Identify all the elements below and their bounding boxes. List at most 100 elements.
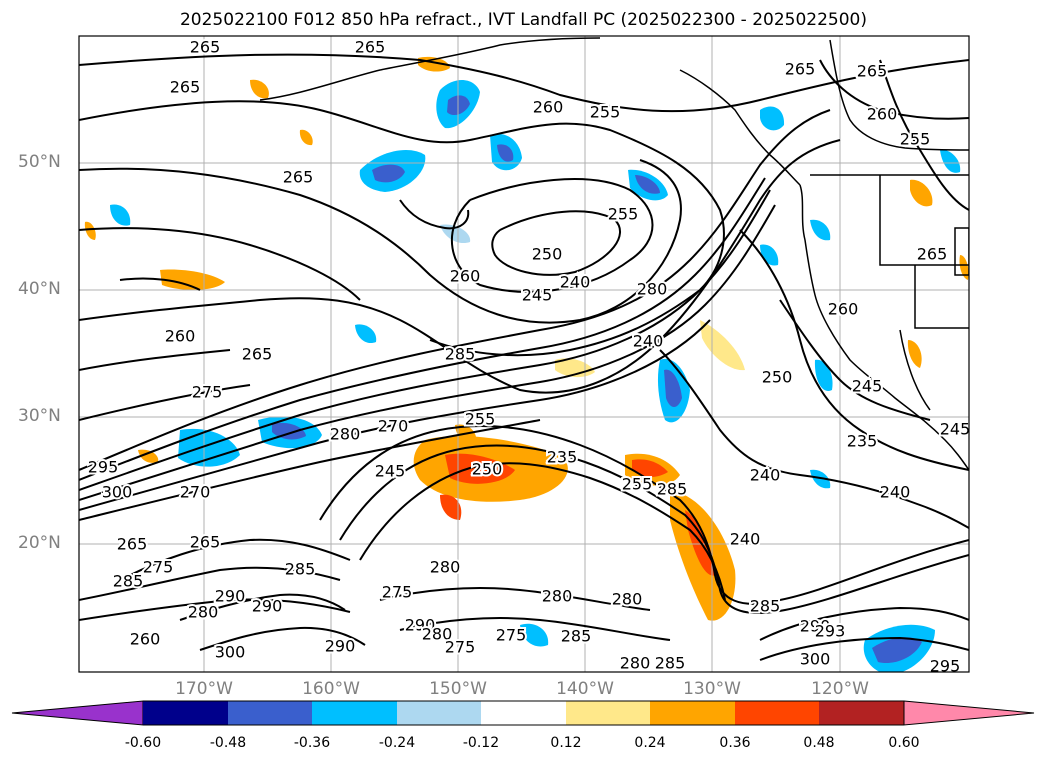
colorbar-tick-label: 0.48 [803,735,835,751]
contour-label: 255 [465,410,496,429]
contour-label: 280 [620,654,651,673]
contour-label: 235 [547,448,578,467]
contour-label: 265 [917,245,948,264]
contour-label: 290 [252,597,283,616]
contour-label: 250 [472,460,503,479]
contour-label: 240 [750,466,781,485]
contour-label: 240 [560,273,591,292]
colorbar-extend-low [11,700,144,726]
contour-label: 250 [762,368,793,387]
colorbar-bin [312,701,397,725]
contour-label: 285 [657,480,688,499]
colorbar-tick-label: -0.60 [124,735,162,751]
contour-label: 265 [190,533,221,552]
contour-label: 290 [215,587,246,606]
colorbar-tick-label: -0.12 [462,735,500,751]
contour-label: 260 [828,300,859,319]
lat-label-30n: 30°N [18,406,61,426]
colorbar-tick-label: 0.36 [719,735,751,751]
lon-label-160w: 160°W [302,679,360,699]
contour-label: 255 [622,475,653,494]
figure-title: 2025022100 F012 850 hPa refract., IVT La… [179,10,867,30]
contour-label: 290 [325,637,356,656]
contour-label: 255 [590,103,621,122]
contour-label: 300 [800,650,831,669]
colorbar-tick-label: -0.36 [293,735,331,751]
colorbar-bin [143,701,228,725]
contour-label: 260 [450,267,481,286]
contour-label: 245 [940,420,971,439]
colorbar-tick-label: -0.24 [378,735,416,751]
contour-label: 240 [633,332,664,351]
contour-lines [79,53,969,661]
contour-label: 240 [730,530,761,549]
colorbar-bin [819,701,904,725]
lat-label-50n: 50°N [18,152,61,172]
contour-label: 280 [188,603,219,622]
contour-label: 265 [355,38,386,57]
contour-label: 280 [422,625,453,644]
contour-label: 275 [143,558,174,577]
contour-label: 265 [242,345,273,364]
contour-label: 245 [522,286,553,305]
contour-label: 265 [117,535,148,554]
colorbar-bin [566,701,650,725]
contour-label: 270 [180,483,211,502]
lat-label-20n: 20°N [18,533,61,553]
colorbar-bin [228,701,312,725]
contour-label: 275 [445,638,476,657]
colorbar [11,700,1035,726]
contour-label: 280 [330,425,361,444]
contour-label: 280 [542,587,573,606]
contour-label: 285 [750,597,781,616]
lon-label-140w: 140°W [556,679,614,699]
contour-label: 265 [190,38,221,57]
contour-label: 290 [800,617,831,636]
contour-label: 255 [608,205,639,224]
contour-label: 260 [533,98,564,117]
contour-label: 245 [852,377,883,396]
contour-label: 260 [867,105,898,124]
contour-label: 245 [375,462,406,481]
contour-label: 285 [445,345,476,364]
contour-label: 265 [283,168,314,187]
contour-label: 275 [382,583,413,602]
contour-label: 265 [785,60,816,79]
colorbar-tick-label: 0.24 [634,735,666,751]
contour-label: 260 [130,630,161,649]
contour-label: 265 [857,62,888,81]
colorbar-tick-label: 0.60 [888,735,920,751]
colorbar-bin [735,701,819,725]
contour-label: 270 [378,417,409,436]
contour-label: 255 [900,130,931,149]
lon-label-170w: 170°W [175,679,233,699]
colorbar-tick-label: -0.48 [209,735,247,751]
contour-label: 275 [496,626,527,645]
lon-label-120w: 120°W [811,679,869,699]
contour-label: 280 [612,590,643,609]
gridlines [79,36,969,672]
contour-label: 295 [88,458,119,477]
contour-label: 265 [170,78,201,97]
contour-label: 285 [561,627,592,646]
contour-label: 300 [215,643,246,662]
colorbar-bin [650,701,735,725]
contour-label: 295 [930,657,961,676]
map-frame [78,35,970,673]
colorbar-bin [481,701,566,725]
contour-label: 290 [405,616,436,635]
lon-label-130w: 130°W [683,679,741,699]
colorbar-extend-high [903,700,1035,726]
contour-label: 293 [815,622,846,641]
contour-label: 300 [102,483,133,502]
contour-label: 235 [847,432,878,451]
contour-label: 285 [655,654,686,673]
coastlines [259,37,969,471]
contour-label: 285 [113,572,144,591]
contour-label: 240 [880,483,911,502]
contour-label: 250 [532,245,563,264]
contour-label: 280 [430,558,461,577]
contour-label: 275 [192,383,223,402]
